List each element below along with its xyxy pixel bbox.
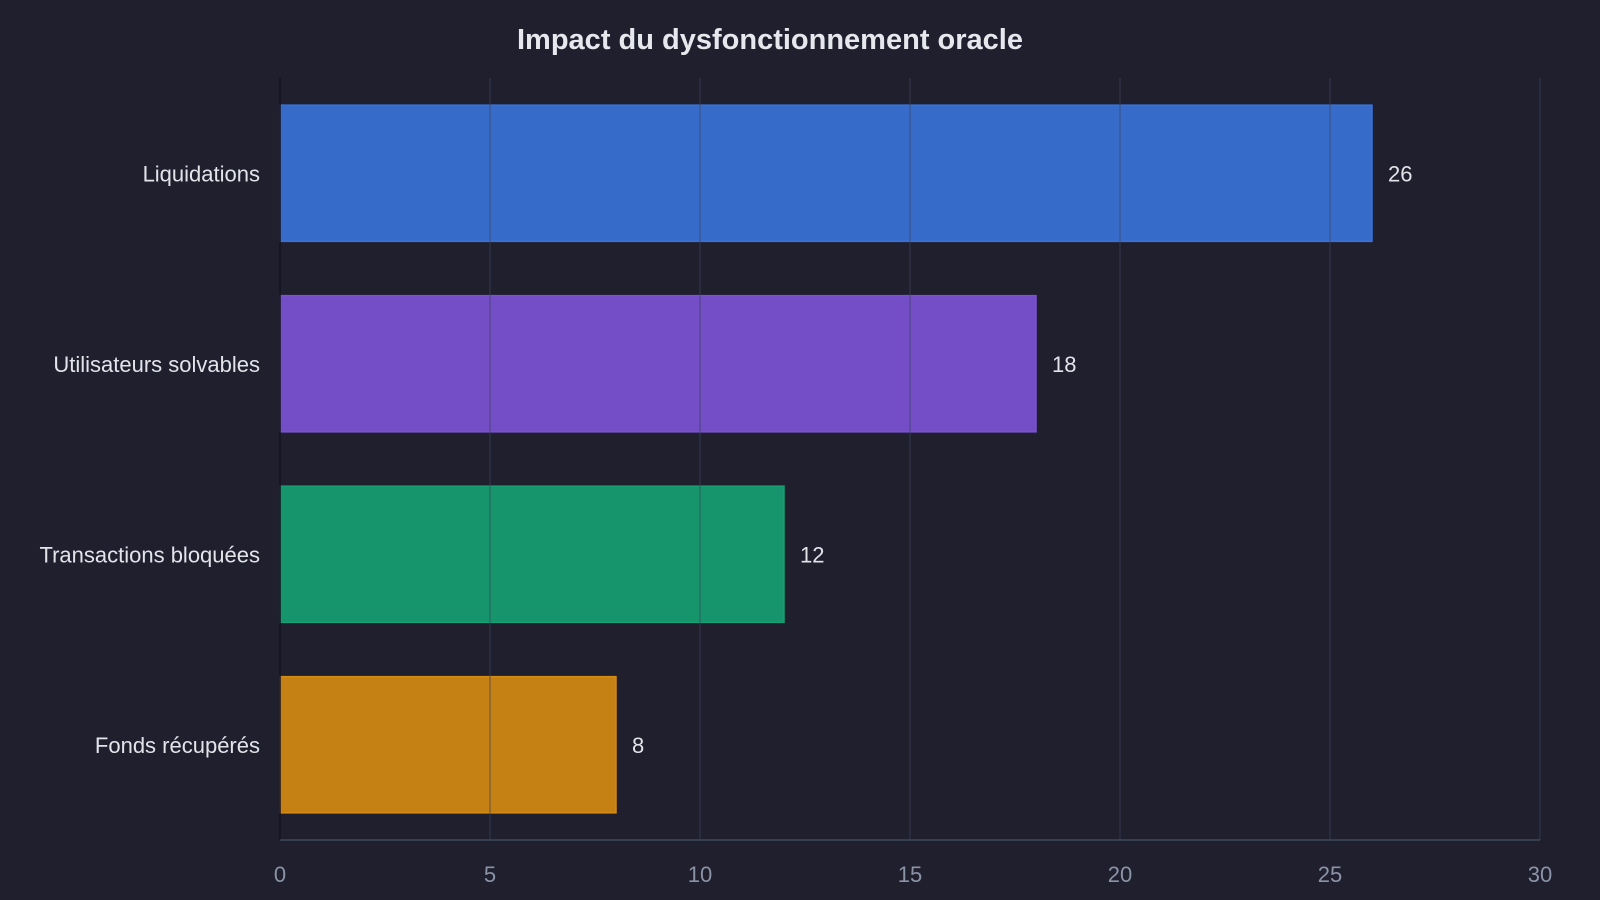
bar-4 bbox=[279, 675, 617, 814]
bar-2 bbox=[279, 294, 1037, 433]
grid-layer bbox=[489, 78, 1541, 840]
x-tick-label: 10 bbox=[688, 862, 712, 887]
value-label: 12 bbox=[800, 542, 824, 567]
value-label: 26 bbox=[1388, 161, 1412, 186]
chart-title: Impact du dysfonctionnement oracle bbox=[517, 24, 1023, 56]
x-tick-label: 20 bbox=[1108, 862, 1132, 887]
x-tick-label: 30 bbox=[1528, 862, 1552, 887]
bar-1 bbox=[279, 104, 1373, 243]
value-label: 8 bbox=[632, 733, 644, 758]
category-label: Fonds récupérés bbox=[95, 733, 260, 758]
value-label: 18 bbox=[1052, 352, 1076, 377]
axis-layer bbox=[279, 78, 1540, 841]
x-tick-label: 0 bbox=[274, 862, 286, 887]
bar-3 bbox=[279, 485, 785, 624]
x-tick-label: 15 bbox=[898, 862, 922, 887]
category-label: Utilisateurs solvables bbox=[53, 352, 260, 377]
bars-layer bbox=[279, 104, 1373, 814]
category-label: Transactions bloquées bbox=[39, 542, 260, 567]
x-tick-label: 25 bbox=[1318, 862, 1342, 887]
x-tick-label: 5 bbox=[484, 862, 496, 887]
category-label: Liquidations bbox=[143, 161, 260, 186]
labels-layer: 0 5 10 15 20 25 30 Liquidations 26 Utilisateurs s… bbox=[39, 161, 1552, 887]
